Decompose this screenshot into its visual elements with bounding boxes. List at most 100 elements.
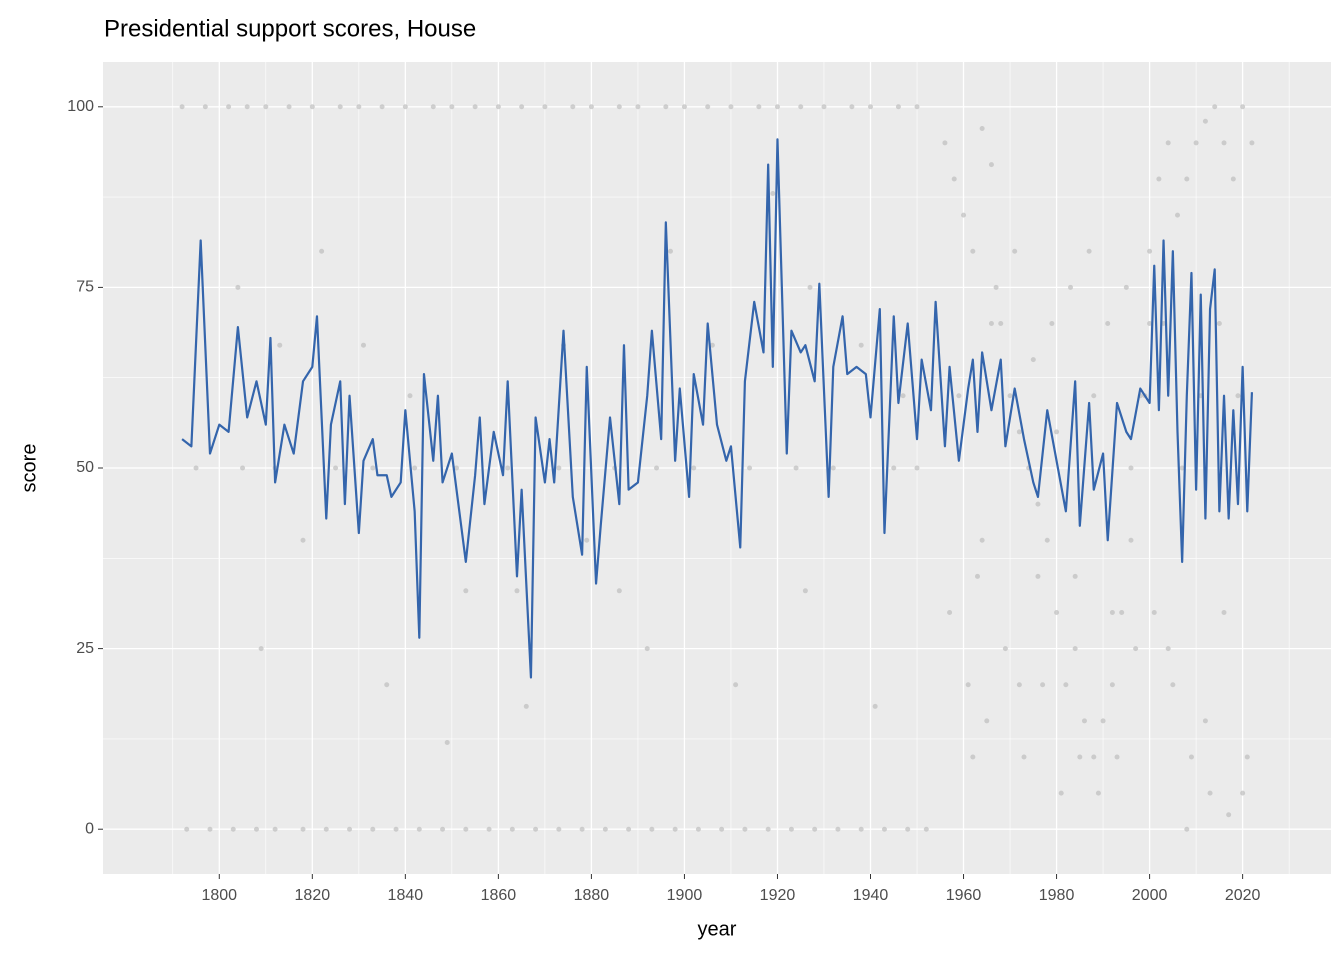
point — [542, 104, 548, 110]
point — [277, 342, 283, 348]
point — [905, 826, 911, 832]
point — [812, 826, 818, 832]
point — [472, 104, 478, 110]
x-tick-label: 1840 — [388, 887, 424, 904]
point — [728, 104, 734, 110]
point — [1128, 537, 1134, 543]
point — [226, 104, 232, 110]
point — [384, 682, 390, 688]
point — [244, 104, 250, 110]
point — [202, 104, 208, 110]
point — [416, 826, 422, 832]
point — [1054, 429, 1060, 435]
point — [337, 104, 343, 110]
point — [667, 248, 673, 254]
point — [1044, 537, 1050, 543]
point — [1072, 646, 1078, 652]
x-tick-label: 1880 — [574, 887, 610, 904]
point — [988, 162, 994, 168]
point — [1016, 429, 1022, 435]
point — [509, 826, 515, 832]
point — [1063, 682, 1069, 688]
point — [1114, 754, 1120, 760]
point — [626, 826, 632, 832]
point — [1184, 176, 1190, 182]
point — [1095, 790, 1101, 796]
point — [370, 826, 376, 832]
point — [654, 465, 660, 471]
point — [765, 826, 771, 832]
point — [988, 321, 994, 327]
point — [616, 104, 622, 110]
point — [1151, 609, 1157, 615]
point — [519, 104, 525, 110]
point — [347, 826, 353, 832]
x-tick-label: 2000 — [1132, 887, 1168, 904]
point — [300, 537, 306, 543]
point — [970, 754, 976, 760]
point — [179, 104, 185, 110]
point — [1049, 321, 1055, 327]
point — [914, 465, 920, 471]
point — [454, 465, 460, 471]
point — [1212, 104, 1218, 110]
point — [1165, 140, 1171, 146]
point — [584, 537, 590, 543]
point — [309, 104, 315, 110]
point — [440, 826, 446, 832]
x-tick-label: 1980 — [1039, 887, 1075, 904]
point — [230, 826, 236, 832]
point — [184, 826, 190, 832]
point — [1123, 284, 1129, 290]
point — [444, 740, 450, 746]
point — [635, 104, 641, 110]
point — [868, 104, 873, 110]
point — [1221, 609, 1227, 615]
point — [881, 826, 887, 832]
point — [1016, 682, 1022, 688]
point — [1002, 646, 1008, 652]
point — [1081, 718, 1087, 724]
point — [463, 588, 469, 594]
point — [1184, 826, 1190, 832]
point — [993, 284, 999, 290]
point — [807, 284, 813, 290]
point — [1207, 790, 1213, 796]
point — [1244, 754, 1250, 760]
point — [495, 104, 501, 110]
point — [788, 826, 794, 832]
point — [588, 104, 594, 110]
point — [872, 703, 878, 709]
point — [974, 573, 980, 579]
point — [649, 826, 655, 832]
point — [449, 104, 455, 110]
point — [1040, 682, 1046, 688]
point — [774, 104, 780, 110]
point — [254, 826, 259, 832]
point — [1249, 140, 1255, 146]
point — [858, 342, 864, 348]
point — [1147, 248, 1153, 254]
point — [1035, 573, 1041, 579]
point — [1058, 790, 1064, 796]
x-tick-label: 1820 — [295, 887, 331, 904]
point — [1035, 501, 1041, 507]
chart-title: Presidential support scores, House — [104, 15, 476, 42]
point — [1156, 176, 1162, 182]
point — [1226, 812, 1232, 818]
point — [891, 465, 897, 471]
point — [644, 646, 650, 652]
point — [370, 465, 376, 471]
point — [719, 826, 725, 832]
point — [858, 826, 864, 832]
x-axis-title: year — [698, 918, 737, 940]
point — [207, 826, 213, 832]
x-tick-label: 1860 — [481, 887, 517, 904]
point — [1235, 393, 1241, 399]
point — [1128, 465, 1134, 471]
point — [1021, 754, 1027, 760]
point — [1054, 609, 1060, 615]
point — [756, 104, 762, 110]
point — [914, 104, 920, 110]
point — [733, 682, 739, 688]
